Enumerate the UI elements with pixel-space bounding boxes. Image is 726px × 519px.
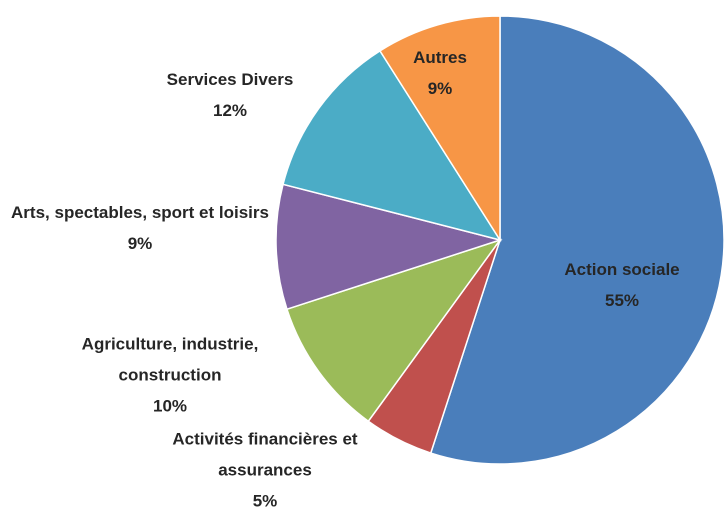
category-name: Autres xyxy=(413,48,467,67)
pie-slice xyxy=(275,183,503,311)
slice-label: Action sociale 55% xyxy=(552,254,692,316)
category-name: Activités financières et assurances xyxy=(172,429,358,480)
value-label: 9% xyxy=(127,234,153,253)
slice-label: Activités financières et assurances 5% xyxy=(145,424,385,517)
value-label: 9% xyxy=(427,79,453,98)
category-name: Services Divers xyxy=(166,70,294,89)
value-label: 12% xyxy=(212,101,248,120)
value-label: 55% xyxy=(604,291,640,310)
pie-slice xyxy=(286,238,502,423)
slice-label: Services Divers 12% xyxy=(145,64,315,126)
category-name: Action sociale xyxy=(564,260,680,279)
slice-label: Arts, spectables, sport et loisirs 9% xyxy=(0,197,280,259)
slice-label: Autres 9% xyxy=(395,42,485,104)
category-name: Agriculture, industrie, construction xyxy=(81,334,259,385)
value-label: 5% xyxy=(252,491,278,511)
slice-label: Agriculture, industrie, construction 10% xyxy=(35,329,305,422)
pie-slice xyxy=(429,15,725,465)
value-label: 10% xyxy=(152,396,188,416)
pie-slice xyxy=(282,49,502,242)
category-name: Arts, spectables, sport et loisirs xyxy=(11,203,269,222)
pie-slice xyxy=(378,15,501,243)
